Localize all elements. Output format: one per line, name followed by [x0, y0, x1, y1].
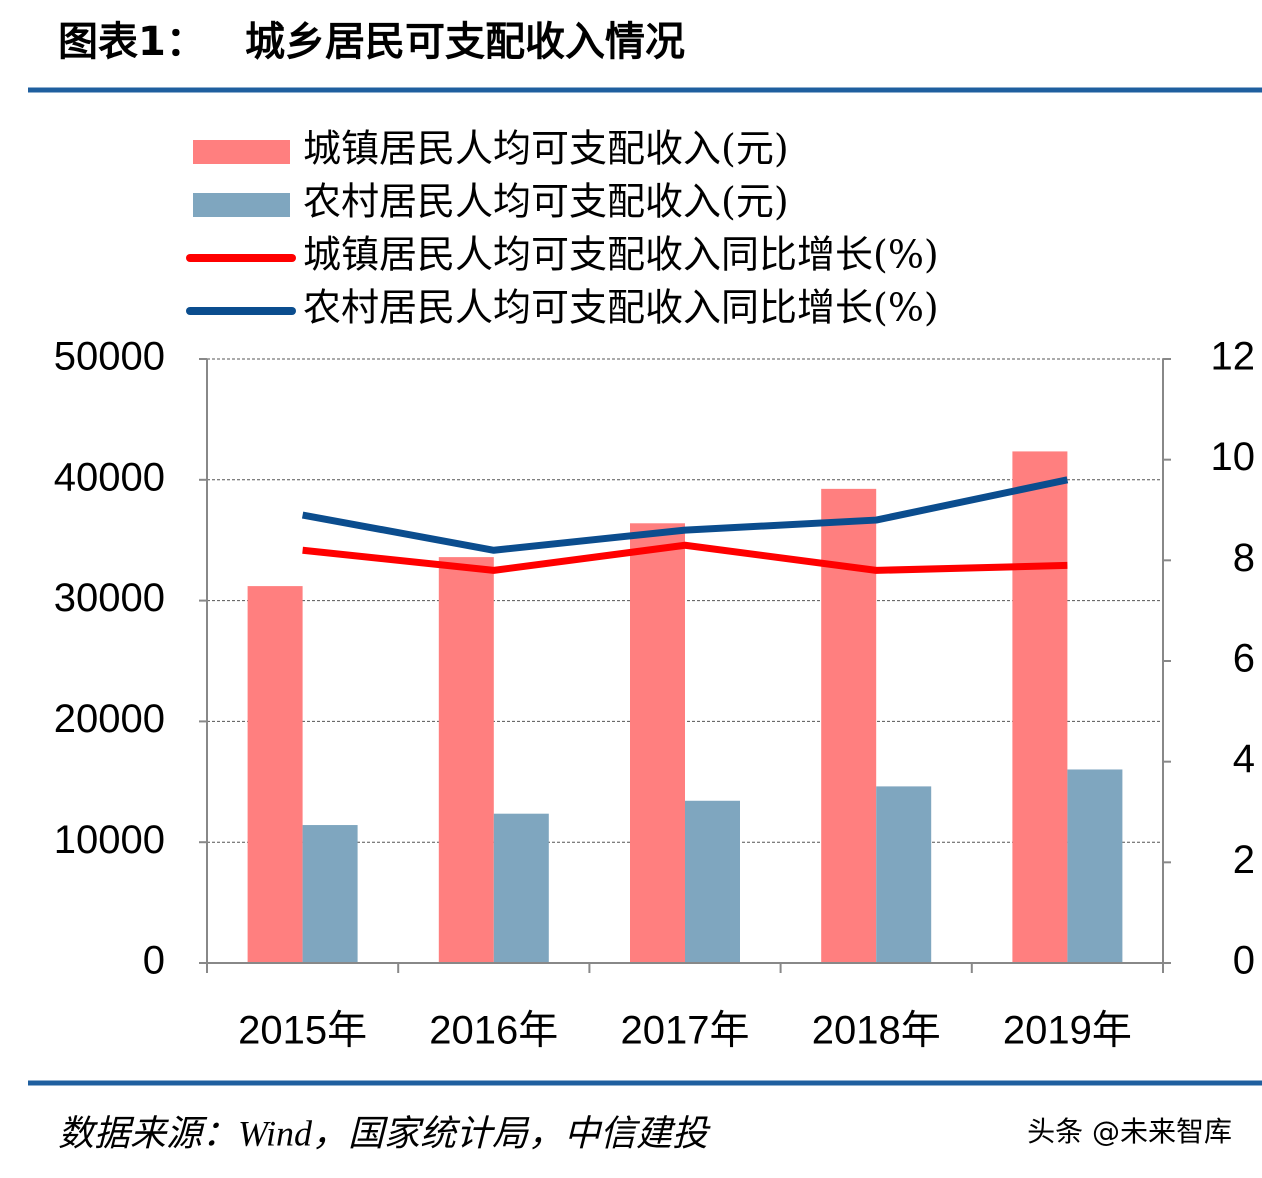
y-tick-label: 30000: [54, 576, 165, 620]
line: [302, 541, 1068, 574]
legend-label: 城镇居民人均可支配收入(元): [303, 127, 789, 171]
bar: [1012, 451, 1068, 963]
bar: [302, 825, 358, 963]
y2-tick-label: 8: [1233, 536, 1255, 580]
chart-title: 城乡居民可支配收入情况: [245, 19, 685, 65]
y2-tick-label: 12: [1211, 335, 1256, 379]
legend-swatch: [193, 193, 290, 217]
legend-swatch: [193, 140, 290, 164]
bar: [247, 586, 303, 963]
bar: [630, 523, 685, 963]
x-tick-label: 2015年: [238, 1009, 367, 1053]
x-tick-label: 2016年: [429, 1009, 558, 1053]
bar: [821, 488, 877, 963]
x-tick-label: 2019年: [1003, 1009, 1132, 1053]
legend-label: 农村居民人均可支配收入同比增长(%): [303, 286, 939, 330]
x-tick-label: 2018年: [812, 1009, 941, 1053]
bar: [876, 786, 932, 963]
y2-tick-label: 0: [1233, 939, 1255, 983]
line: [301, 476, 1069, 554]
y-tick-label: 0: [143, 939, 165, 983]
legend-label: 城镇居民人均可支配收入同比增长(%): [303, 233, 939, 277]
y2-tick-label: 4: [1233, 737, 1255, 781]
x-tick-label: 2017年: [621, 1009, 750, 1053]
y2-tick-label: 6: [1233, 637, 1255, 681]
bar: [1067, 769, 1123, 963]
watermark: 头条 @未来智库: [1027, 1115, 1232, 1148]
bar: [493, 813, 549, 963]
bar: [438, 557, 494, 963]
y-tick-label: 10000: [54, 818, 165, 862]
bar: [685, 800, 740, 963]
y2-tick-label: 10: [1211, 435, 1256, 479]
source-note: 数据来源：Wind，国家统计局，中信建投: [58, 1113, 711, 1153]
y-tick-label: 20000: [54, 697, 165, 741]
y-tick-label: 50000: [54, 335, 165, 379]
y-tick-label: 40000: [54, 455, 165, 499]
legend-label: 农村居民人均可支配收入(元): [303, 180, 789, 224]
y2-tick-label: 2: [1233, 838, 1255, 882]
figure-label: 图表1：: [58, 19, 206, 65]
